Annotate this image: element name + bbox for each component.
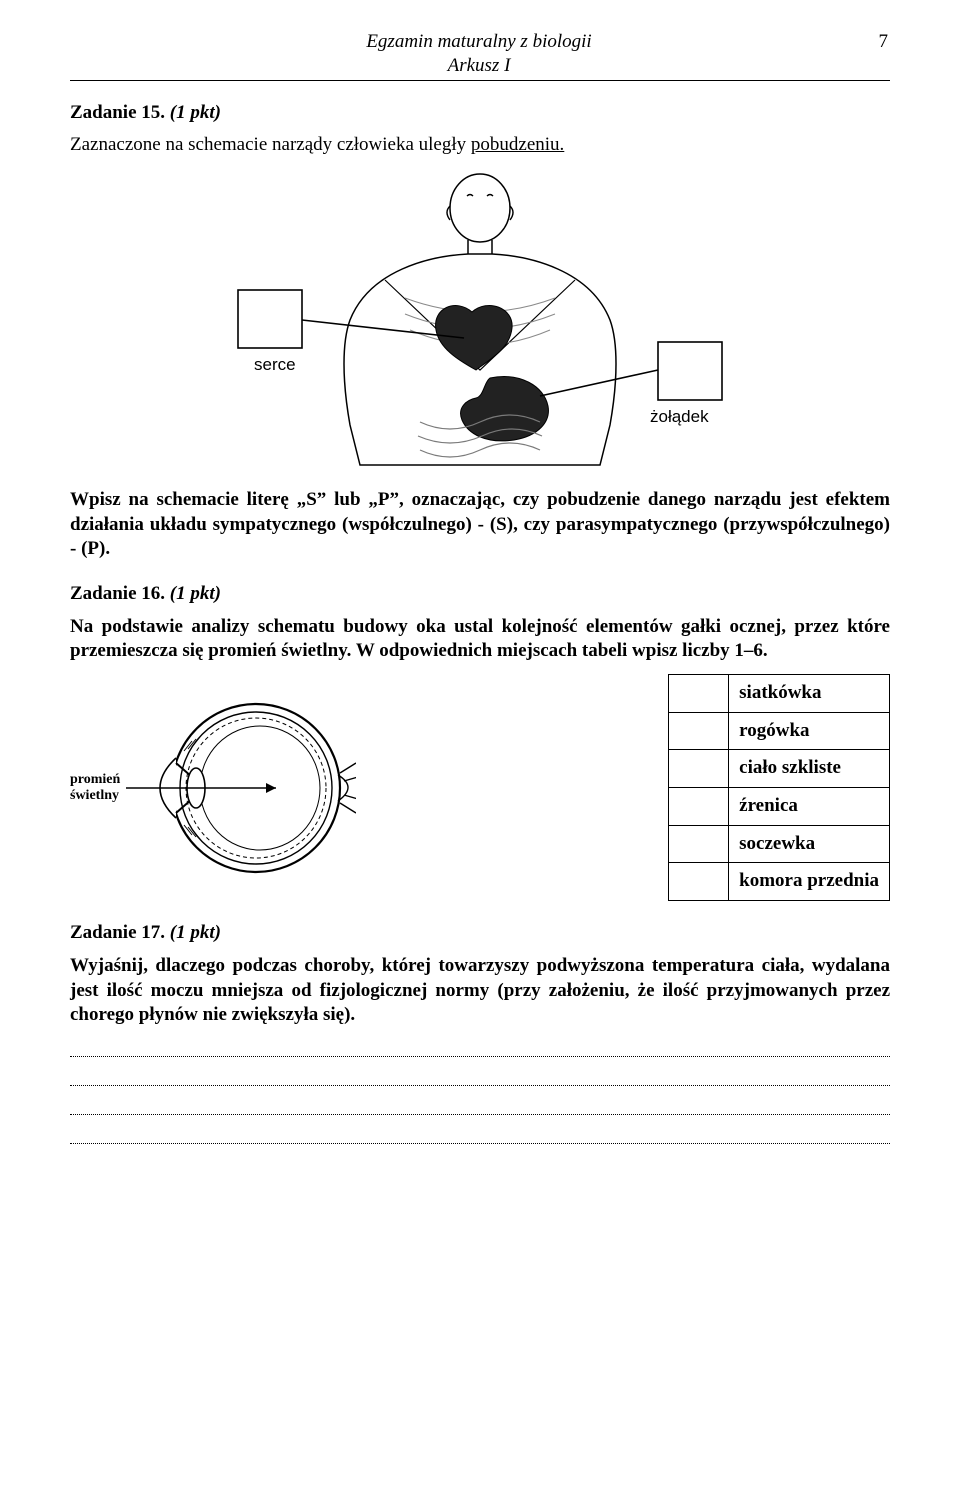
- page-number: 7: [615, 30, 890, 55]
- task15-instruction: Wpisz na schemacie literę „S” lub „P”, o…: [70, 488, 890, 562]
- task15-points: (1 pkt): [170, 102, 221, 123]
- table-row: soczewka: [669, 825, 890, 863]
- answer-line: [70, 1085, 890, 1086]
- task16-title: Zadanie 16. (1 pkt): [70, 582, 890, 607]
- table-row: rogówka: [669, 712, 890, 750]
- answer-line: [70, 1143, 890, 1144]
- task16-figure-row: promień świetlny: [70, 674, 890, 901]
- answer-box-serce: [238, 290, 302, 348]
- task15-title-prefix: Zadanie 15.: [70, 102, 170, 123]
- body-diagram-svg: serce żołądek: [220, 170, 740, 470]
- answer-cell[interactable]: [669, 788, 729, 826]
- answer-cell[interactable]: [669, 675, 729, 713]
- task16-instruction: Na podstawie analizy schematu budowy oka…: [70, 615, 890, 664]
- task15-intro-underlined: pobudzeniu.: [471, 134, 564, 155]
- task17-title-prefix: Zadanie 17.: [70, 922, 170, 943]
- task17-title: Zadanie 17. (1 pkt): [70, 921, 890, 946]
- eye-left-group: promień świetlny: [70, 693, 356, 883]
- answer-cell[interactable]: [669, 712, 729, 750]
- page-header: Egzamin maturalny z biologii Arkusz I 7: [70, 30, 890, 81]
- task16-points: (1 pkt): [170, 583, 221, 604]
- task17-points: (1 pkt): [170, 922, 221, 943]
- table-row: siatkówka: [669, 675, 890, 713]
- answer-box-zoladek: [658, 342, 722, 400]
- task15-title: Zadanie 15. (1 pkt): [70, 101, 890, 126]
- answer-cell[interactable]: [669, 750, 729, 788]
- table-row: źrenica: [669, 788, 890, 826]
- answer-line: [70, 1114, 890, 1115]
- structure-name: komora przednia: [729, 863, 890, 901]
- ray-label-line1: promień: [70, 772, 120, 787]
- structure-name: źrenica: [729, 788, 890, 826]
- table-row: komora przednia: [669, 863, 890, 901]
- answer-cell[interactable]: [669, 825, 729, 863]
- header-center: Egzamin maturalny z biologii Arkusz I: [343, 30, 616, 78]
- structure-name: ciało szkliste: [729, 750, 890, 788]
- task17-instruction: Wyjaśnij, dlaczego podczas choroby, któr…: [70, 954, 890, 1028]
- eye-diagram-svg: [126, 693, 356, 883]
- structure-name: siatkówka: [729, 675, 890, 713]
- answer-lines[interactable]: [70, 1056, 890, 1144]
- table-row: ciało szkliste: [669, 750, 890, 788]
- task15-intro: Zaznaczone na schemacie narządy człowiek…: [70, 133, 890, 158]
- header-title-line1: Egzamin maturalny z biologii: [343, 30, 616, 54]
- eye-structure-table: siatkówka rogówka ciało szkliste źrenica…: [668, 674, 890, 901]
- answer-cell[interactable]: [669, 863, 729, 901]
- ray-label: promień świetlny: [70, 772, 120, 803]
- header-title-line2: Arkusz I: [343, 54, 616, 78]
- answer-line: [70, 1056, 890, 1057]
- label-serce: serce: [254, 355, 296, 374]
- label-zoladek: żołądek: [650, 407, 709, 426]
- task15-figure: serce żołądek: [70, 170, 890, 470]
- task15-intro-before: Zaznaczone na schemacie narządy człowiek…: [70, 134, 471, 155]
- task16-title-prefix: Zadanie 16.: [70, 583, 170, 604]
- ray-label-line2: świetlny: [70, 788, 120, 803]
- structure-name: soczewka: [729, 825, 890, 863]
- structure-name: rogówka: [729, 712, 890, 750]
